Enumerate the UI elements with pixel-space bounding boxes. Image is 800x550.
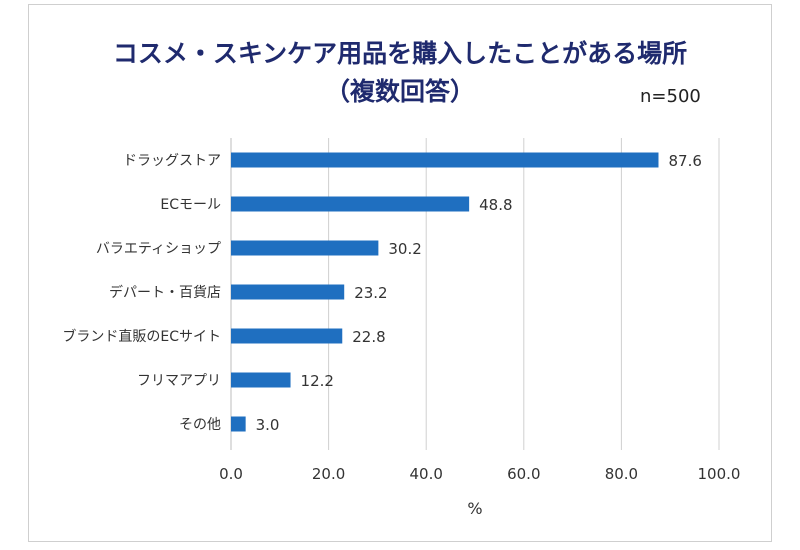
sample-size-note: n=500 xyxy=(640,86,701,107)
category-label: ブランド直販のECサイト xyxy=(62,328,221,345)
value-label: 23.2 xyxy=(354,284,387,302)
x-tick-labels: 0.0 20.0 40.0 60.0 80.0 100.0 xyxy=(219,465,740,483)
x-tick-label: 60.0 xyxy=(507,465,540,483)
bar xyxy=(231,152,659,168)
chart-title: コスメ・スキンケア用品を購入したことがある場所 xyxy=(112,39,688,68)
x-axis-title: % xyxy=(467,499,482,518)
bar xyxy=(231,372,291,388)
x-tick-label: 80.0 xyxy=(605,465,638,483)
category-label: フリマアプリ xyxy=(137,373,221,389)
category-label: バラエティショップ xyxy=(96,241,221,257)
value-label: 87.6 xyxy=(668,152,701,170)
x-tick-label: 0.0 xyxy=(219,465,243,483)
bar xyxy=(231,196,470,212)
bars xyxy=(231,152,659,432)
category-label: その他 xyxy=(179,417,221,433)
category-label: デパート・百貨店 xyxy=(109,284,221,301)
chart-frame xyxy=(28,4,772,542)
category-label: ECモール xyxy=(160,197,221,213)
value-label: 48.8 xyxy=(479,196,512,214)
x-tick-label: 100.0 xyxy=(698,465,741,483)
value-label: 3.0 xyxy=(256,416,280,434)
value-labels: 87.6 48.8 30.2 23.2 22.8 12.2 3.0 xyxy=(256,152,702,434)
bar xyxy=(231,416,246,432)
category-labels: ドラッグストア ECモールバラエティショップデパート・百貨店ブランド直販のECサイ… xyxy=(62,153,221,433)
bar xyxy=(231,240,379,256)
value-label: 30.2 xyxy=(388,240,421,258)
category-label: ドラッグストア xyxy=(123,153,221,169)
value-label: 22.8 xyxy=(352,328,385,346)
bar xyxy=(231,328,343,344)
x-tick-label: 40.0 xyxy=(409,465,442,483)
chart-subtitle: （複数回答） xyxy=(324,77,475,106)
x-tick-label: 20.0 xyxy=(312,465,345,483)
value-label: 12.2 xyxy=(301,372,334,390)
bar xyxy=(231,284,345,300)
